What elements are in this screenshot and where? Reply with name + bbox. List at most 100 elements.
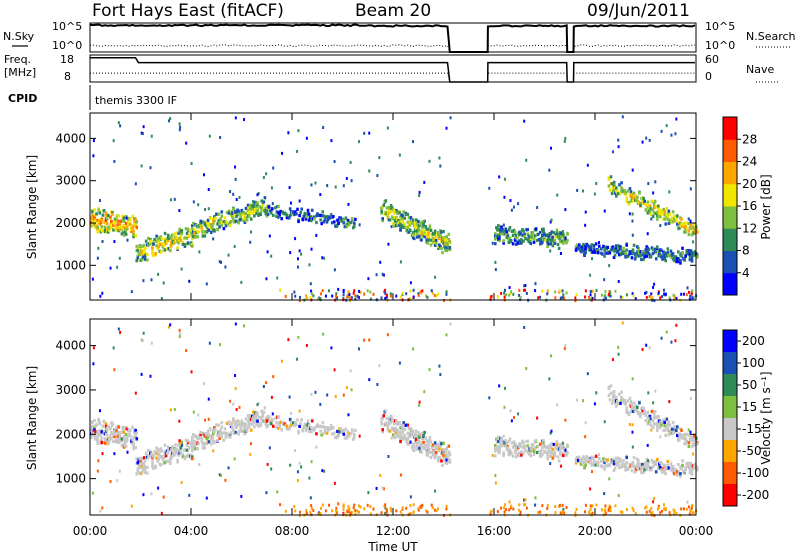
colorbar-swatch — [723, 484, 737, 507]
velocity-point — [96, 441, 99, 445]
velocity-point — [305, 426, 309, 430]
power-point — [667, 209, 671, 213]
velocity-point — [652, 500, 655, 504]
velocity-point — [671, 470, 675, 474]
power-point — [224, 222, 228, 226]
velocity-point — [560, 451, 564, 455]
velocity-point — [243, 427, 247, 431]
power-point — [162, 243, 166, 248]
power-point — [223, 216, 227, 220]
velocity-point — [228, 435, 232, 439]
velocity-point — [200, 437, 204, 442]
velocity-point — [533, 446, 537, 450]
velocity-point — [681, 436, 684, 440]
velocity-point — [659, 420, 662, 424]
velocity-point — [313, 426, 316, 430]
power-point — [249, 230, 252, 234]
velocity-point — [263, 406, 267, 410]
power-point — [249, 240, 252, 244]
velocity-point — [641, 347, 644, 351]
power-point — [417, 293, 420, 297]
velocity-point — [675, 323, 678, 327]
velocity-point — [145, 465, 149, 470]
velocity-point — [607, 507, 610, 511]
velocity-point — [359, 505, 362, 509]
velocity-point — [257, 424, 260, 428]
power-point — [304, 217, 308, 221]
x-tick-label: 08:00 — [275, 524, 310, 538]
velocity-point — [663, 420, 666, 425]
power-point — [93, 223, 96, 227]
velocity-point — [696, 468, 699, 472]
power-point — [590, 257, 593, 261]
velocity-point — [420, 444, 423, 448]
power-point — [592, 247, 596, 251]
power-point — [138, 253, 142, 257]
power-point — [389, 209, 393, 213]
velocity-point — [689, 509, 692, 513]
velocity-point — [123, 442, 127, 446]
power-point — [494, 242, 497, 246]
power-point — [411, 218, 415, 222]
velocity-point — [413, 432, 417, 436]
power-point — [641, 140, 644, 144]
power-point — [104, 211, 108, 215]
velocity-point — [91, 420, 94, 425]
velocity-point — [616, 399, 619, 404]
power-point — [142, 252, 146, 256]
velocity-point — [603, 460, 606, 465]
power-point — [310, 183, 313, 187]
velocity-point — [665, 330, 668, 334]
velocity-point — [616, 462, 620, 466]
power-point — [274, 206, 277, 210]
power-point — [401, 216, 404, 220]
velocity-point — [242, 421, 246, 425]
power-point — [103, 229, 107, 234]
velocity-point — [150, 492, 153, 496]
power-point — [213, 215, 216, 219]
velocity-point — [631, 409, 635, 414]
power-point — [631, 292, 634, 296]
power-point — [390, 225, 393, 229]
velocity-point — [319, 402, 322, 406]
power-point — [555, 231, 559, 235]
velocity-point — [655, 457, 659, 462]
power-point — [140, 164, 143, 168]
power-point — [597, 244, 601, 248]
power-point — [116, 223, 120, 227]
power-point — [561, 289, 564, 293]
power-point — [620, 181, 623, 185]
velocity-point — [185, 443, 189, 447]
power-point — [296, 257, 299, 261]
velocity-point — [597, 457, 601, 461]
power-point — [549, 238, 553, 242]
velocity-point — [541, 504, 544, 508]
power-point — [421, 225, 424, 229]
velocity-point — [653, 514, 656, 518]
power-point — [217, 212, 220, 216]
power-point — [625, 243, 628, 247]
velocity-point — [666, 463, 670, 467]
power-point — [614, 186, 618, 190]
velocity-point — [667, 466, 671, 470]
velocity-point — [645, 343, 648, 347]
x-tick-label: 04:00 — [174, 524, 209, 538]
power-point — [349, 220, 353, 225]
power-point — [512, 205, 515, 209]
velocity-point — [381, 430, 385, 434]
y-tick-label: 3000 — [55, 174, 86, 188]
power-point — [164, 241, 168, 246]
power-point — [502, 223, 505, 227]
power-point — [380, 296, 383, 300]
velocity-point — [252, 420, 255, 425]
power-point — [514, 242, 518, 246]
velocity-point — [565, 453, 568, 457]
velocity-ylabel: Slant Range [km] — [25, 366, 39, 470]
velocity-point — [262, 384, 265, 388]
power-point — [660, 248, 663, 253]
power-point — [603, 248, 606, 252]
velocity-point — [117, 430, 121, 435]
velocity-point — [129, 429, 132, 433]
power-point — [300, 252, 303, 256]
